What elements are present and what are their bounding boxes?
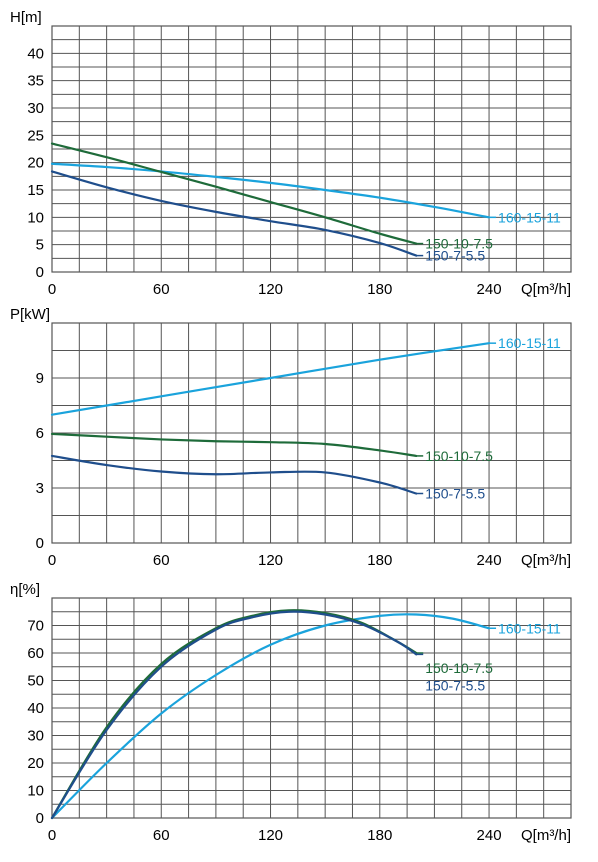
y-tick-label: 60 [27, 645, 44, 662]
y-tick-label: 3 [36, 480, 44, 497]
y-tick-label: 10 [27, 783, 44, 800]
y-tick-label: 0 [36, 264, 44, 281]
x-axis-label: Q[m³/h] [521, 827, 571, 844]
y-tick-label: 10 [27, 209, 44, 226]
series-label: 150-10-7.5 [425, 448, 493, 464]
x-axis-label: Q[m³/h] [521, 281, 571, 298]
y-tick-label: 30 [27, 100, 44, 117]
y-tick-label: 5 [36, 237, 44, 254]
y-tick-label: 0 [36, 535, 44, 552]
x-tick-label: 180 [367, 281, 392, 298]
y-tick-label: 6 [36, 425, 44, 442]
y-tick-label: 30 [27, 728, 44, 745]
x-tick-label: 120 [258, 281, 283, 298]
x-tick-label: 60 [153, 281, 170, 298]
x-tick-label: 240 [477, 552, 502, 569]
plot-frame [51, 25, 572, 273]
y-tick-label: 20 [27, 755, 44, 772]
series-line-150-10-7.5 [50, 142, 418, 245]
x-tick-label: 240 [477, 827, 502, 844]
x-tick-label: 120 [258, 552, 283, 569]
plot-frame [51, 597, 572, 819]
y-axis-label: η[%] [10, 581, 40, 598]
y-tick-label: 25 [27, 127, 44, 144]
y-tick-label: 35 [27, 73, 44, 90]
series-label: 160-15-11 [498, 335, 561, 351]
y-tick-label: 40 [27, 700, 44, 717]
series-label: 160-15-11 [498, 209, 561, 225]
series-line-150-10-7.5 [50, 432, 418, 458]
x-tick-label: 0 [48, 827, 56, 844]
y-tick-label: 20 [27, 155, 44, 172]
series-line-150-7-5.5 [50, 170, 418, 257]
series-label: 150-10-7.5 [425, 236, 493, 252]
y-tick-label: 9 [36, 370, 44, 387]
x-tick-label: 180 [367, 827, 392, 844]
series-line-160-15-11 [50, 162, 491, 219]
y-tick-label: 70 [27, 618, 44, 635]
series-line-150-7-5.5 [50, 610, 418, 820]
series-label: 150-7-5.5 [425, 248, 485, 264]
x-tick-label: 60 [153, 827, 170, 844]
x-tick-label: 180 [367, 552, 392, 569]
y-axis-label: H[m] [10, 9, 42, 26]
y-tick-label: 40 [27, 45, 44, 62]
series-line-160-15-11 [50, 342, 491, 416]
series-label: 150-7-5.5 [425, 677, 485, 693]
y-axis-label: P[kW] [10, 306, 50, 323]
series-line-160-15-11 [50, 613, 491, 820]
x-tick-label: 0 [48, 281, 56, 298]
x-tick-label: 240 [477, 281, 502, 298]
x-tick-label: 60 [153, 552, 170, 569]
y-tick-label: 0 [36, 810, 44, 827]
series-label: 150-7-5.5 [425, 486, 485, 502]
series-label: 150-10-7.5 [425, 660, 493, 676]
x-axis-label: Q[m³/h] [521, 552, 571, 569]
y-tick-label: 50 [27, 673, 44, 690]
series-label: 160-15-11 [498, 620, 561, 636]
y-tick-label: 15 [27, 182, 44, 199]
x-tick-label: 120 [258, 827, 283, 844]
series-line-150-7-5.5 [50, 454, 418, 495]
x-tick-label: 0 [48, 552, 56, 569]
